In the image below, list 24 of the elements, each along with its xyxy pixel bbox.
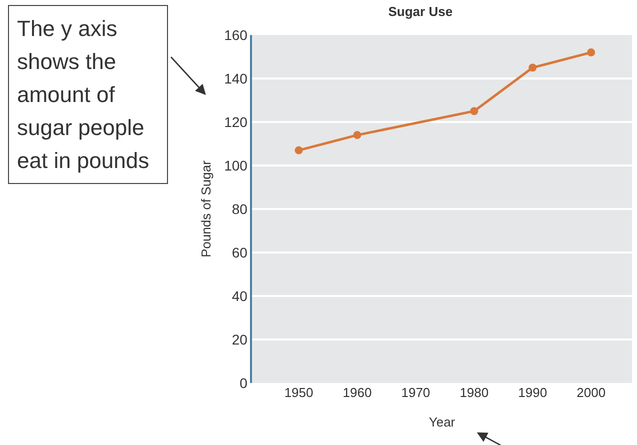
point [294,146,303,154]
x-axis-title: Year [428,414,456,430]
x-tick-label: 1970 [401,385,430,400]
x-tick-label: 1950 [284,385,314,400]
x-tick-label: 2000 [576,385,606,400]
point [353,131,362,140]
y-tick-label: 40 [232,288,248,304]
y-tick-label: 0 [240,374,248,391]
x-tick-label: 1960 [342,385,372,400]
y-tick-label: 60 [232,244,248,260]
y-tick-label: 100 [224,157,248,174]
y-tick-label: 120 [224,114,248,130]
y-tick-label: 140 [224,70,248,86]
text: The y axis shows the amount of sugar people eat in pounds [8,5,168,184]
point [528,64,537,72]
point [587,48,596,56]
x-tick-label: 1980 [460,385,489,400]
y-tick-label: 80 [232,200,248,217]
x-tick-label: 1990 [518,385,548,400]
y-tick-label: 20 [232,331,248,348]
point [470,107,478,116]
y-axis-title: Pounds of Sugar [198,160,214,258]
chart-title: Sugar Use [388,4,453,19]
y-tick-label: 160 [224,26,248,43]
